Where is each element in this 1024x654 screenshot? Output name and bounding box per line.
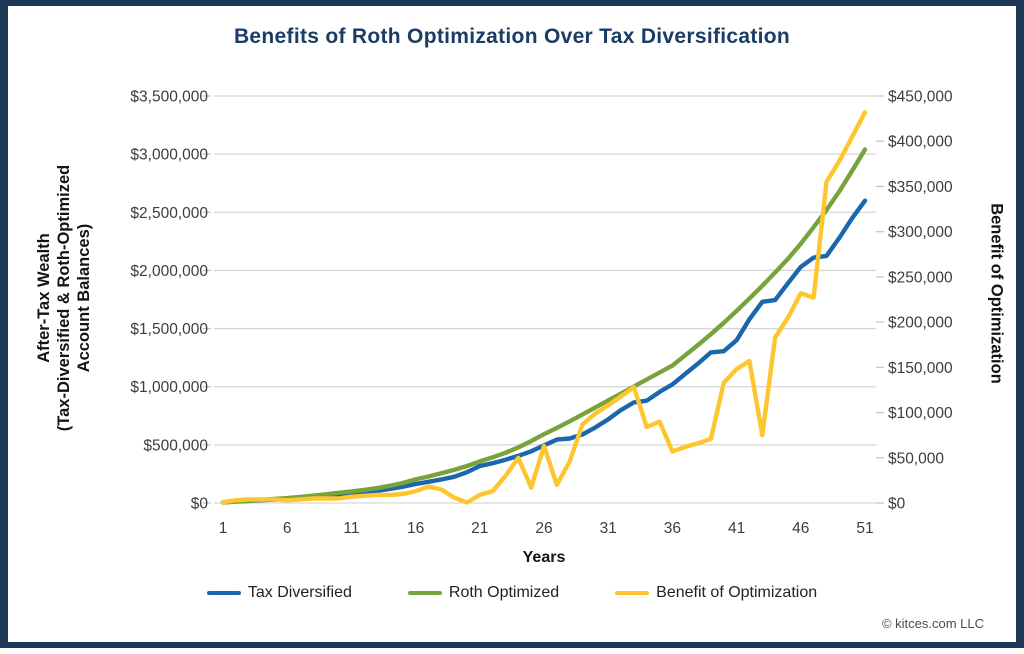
y-axis-left-label: $500,000 <box>143 437 208 454</box>
chart-title: Benefits of Roth Optimization Over Tax D… <box>233 25 791 48</box>
y-axis-right-label: $300,000 <box>888 224 953 241</box>
x-axis-label: 16 <box>407 520 424 537</box>
legend-swatch <box>615 590 650 596</box>
y-axis-right-labels: $0 $50,000 $100,000 $150,000 $200,000 $250,00… <box>888 89 953 513</box>
left-axis-title: After-Tax Wealth (Tax-Diversified & Roth… <box>34 118 94 478</box>
y-axis-right-label: $0 <box>888 496 906 513</box>
y-axis-left-label: $1,000,000 <box>130 379 208 396</box>
axis-tick-marks <box>203 95 884 504</box>
series-tax-diversified <box>220 198 868 505</box>
x-axis-label: 51 <box>856 520 873 537</box>
left-axis-title-line3: Account Balances) <box>75 223 93 373</box>
y-axis-left-label: $2,500,000 <box>130 205 208 222</box>
x-axis-label: 31 <box>600 520 617 537</box>
x-axis-label: 46 <box>792 520 809 537</box>
y-axis-left-label: $3,000,000 <box>130 147 208 164</box>
y-axis-right-label: $350,000 <box>888 179 953 196</box>
legend-swatch <box>206 590 241 596</box>
legend-item-roth-optimized: Roth Optimized <box>407 584 560 602</box>
legend-item-benefit-of-optimization: Benefit of Optimization <box>615 584 817 602</box>
chart-plot: $0 $500,000 $1,000,000 $1,500,000 $2,000,000… <box>130 89 953 538</box>
y-axis-right-label: $400,000 <box>888 134 953 151</box>
y-axis-left-label: $2,000,000 <box>130 263 208 280</box>
y-axis-left-label: $3,500,000 <box>130 89 208 106</box>
y-axis-right-label: $50,000 <box>888 450 944 467</box>
x-axis-label: 6 <box>283 520 292 537</box>
x-axis-title: Years <box>522 549 566 566</box>
y-axis-right-label: $100,000 <box>888 405 953 422</box>
x-axis-labels: 1 6 11 16 21 26 31 36 41 46 51 <box>219 520 874 537</box>
series-benefit-of-optimization <box>220 110 868 505</box>
y-axis-left-label: $1,500,000 <box>130 321 208 338</box>
y-axis-left-label: $0 <box>191 496 209 513</box>
copyright-text: © kitces.com LLC <box>881 616 984 631</box>
y-axis-right-label: $250,000 <box>888 269 953 286</box>
y-axis-left-labels: $0 $500,000 $1,000,000 $1,500,000 $2,000,000… <box>130 89 208 513</box>
right-axis-title: Benefit of Optimization <box>987 203 1006 384</box>
y-axis-right-label: $150,000 <box>888 360 953 377</box>
legend-swatch <box>407 590 442 596</box>
left-axis-title-line2: (Tax-Diversified & Roth-Optimized <box>55 164 73 432</box>
x-axis-label: 26 <box>535 520 552 537</box>
legend-item-tax-diversified: Tax Diversified <box>206 584 352 602</box>
y-axis-right-label: $200,000 <box>888 315 953 332</box>
x-axis-label: 41 <box>728 520 745 537</box>
series-roth-optimized <box>220 147 868 505</box>
x-axis-label: 21 <box>471 520 488 537</box>
left-axis-title-line1: After-Tax Wealth <box>35 233 53 363</box>
legend-label: Benefit of Optimization <box>656 584 818 601</box>
y-axis-right-label: $450,000 <box>888 89 953 106</box>
legend: Tax Diversified Roth Optimized Benefit of … <box>8 584 1016 602</box>
legend-label: Roth Optimized <box>448 584 560 601</box>
x-axis-label: 36 <box>664 520 681 537</box>
x-axis-label: 11 <box>343 520 359 537</box>
x-axis-label: 1 <box>219 520 228 537</box>
legend-label: Tax Diversified <box>247 584 352 601</box>
